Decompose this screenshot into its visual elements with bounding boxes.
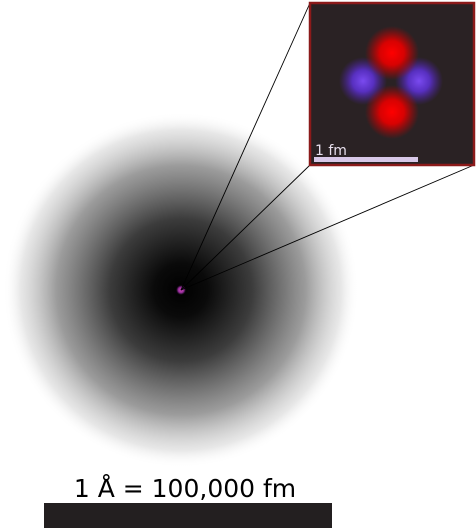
zoom-line xyxy=(180,2,311,291)
zoom-line xyxy=(180,164,475,291)
proton-bottom xyxy=(365,85,419,139)
inset-scale-bar xyxy=(314,157,418,162)
main-scale-label: 1 Å = 100,000 fm xyxy=(74,474,296,503)
zoom-line xyxy=(180,164,311,291)
inset-border xyxy=(308,1,476,167)
proton-top xyxy=(365,26,419,80)
zoom-lines xyxy=(180,2,475,291)
inset-scale-label: 1 fm xyxy=(315,143,347,159)
nucleus-inset: 1 fm xyxy=(308,1,476,167)
main-scale-bar xyxy=(44,503,332,528)
